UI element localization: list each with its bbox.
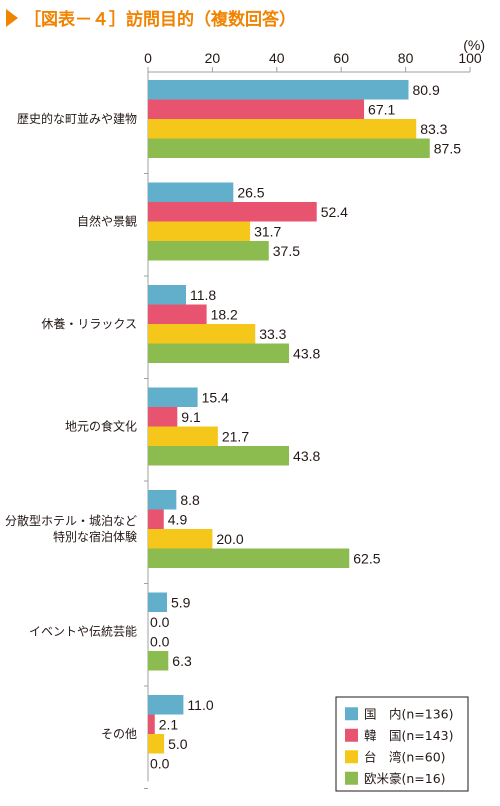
bar <box>148 734 165 754</box>
data-label: 6.3 <box>172 653 192 669</box>
axis-layer: 0 20 40 60 80 100 歴史的な町並みや建物自然や景観休養・リラックス地元の食文… <box>5 50 482 789</box>
category-label: 地元の食文化 <box>65 419 137 434</box>
bar <box>148 285 186 305</box>
data-label: 87.5 <box>434 140 461 156</box>
bar <box>148 446 290 466</box>
bar <box>148 714 155 734</box>
x-tick-label: 20 <box>205 50 221 66</box>
data-label: 33.3 <box>259 326 286 342</box>
data-label: 0.0 <box>150 633 170 649</box>
data-label: 15.4 <box>202 389 229 405</box>
bar <box>148 324 256 344</box>
bar <box>148 592 167 612</box>
category-label: 特別な宿泊体験 <box>53 529 137 544</box>
bar <box>148 241 269 261</box>
data-label: 62.5 <box>353 550 380 566</box>
data-label: 18.2 <box>211 306 238 322</box>
bar <box>148 426 218 446</box>
data-label: 31.7 <box>254 223 281 239</box>
legend-swatch <box>345 728 358 742</box>
data-label: 21.7 <box>222 428 249 444</box>
data-label: 2.1 <box>159 716 179 732</box>
category-label: 歴史的な町並みや建物 <box>17 111 137 126</box>
data-label: 0.0 <box>150 755 170 771</box>
bar <box>148 407 178 427</box>
x-tick-label: 0 <box>144 50 152 66</box>
data-label: 0.0 <box>150 614 170 630</box>
category-label: その他 <box>101 727 137 741</box>
data-label: 11.8 <box>190 287 216 303</box>
x-tick-label: 80 <box>398 50 414 66</box>
data-label: 67.1 <box>368 101 395 117</box>
x-tick-label: 40 <box>269 50 285 66</box>
bar <box>148 221 251 241</box>
category-label: 分散型ホテル・城泊など <box>5 513 137 528</box>
legend-swatch <box>345 707 358 721</box>
chart-title: ［図表－４］訪問目的（複数回答） <box>24 9 296 30</box>
bar <box>148 138 430 158</box>
data-label: 11.0 <box>187 697 213 713</box>
data-label: 4.9 <box>168 511 188 527</box>
unit-label: (%) <box>463 37 485 53</box>
bar <box>148 99 365 119</box>
legend-label: 欧米豪(n=16) <box>364 771 446 786</box>
bar <box>148 490 177 510</box>
title-triangle-icon <box>6 9 18 27</box>
bar <box>148 529 213 549</box>
bar <box>148 80 409 100</box>
data-label: 52.4 <box>321 204 348 220</box>
bar <box>148 548 350 568</box>
data-label: 5.9 <box>171 594 191 610</box>
bar <box>148 304 207 324</box>
legend-swatch <box>345 750 358 764</box>
legend-label: 国 内(n=136) <box>364 706 454 721</box>
data-label: 37.5 <box>273 243 300 259</box>
bar <box>148 387 198 407</box>
data-label: 5.0 <box>168 736 188 752</box>
data-label: 26.5 <box>237 184 264 200</box>
data-label: 43.8 <box>293 345 320 361</box>
bar <box>148 509 164 529</box>
legend-swatch <box>345 771 358 785</box>
x-tick-label: 100 <box>458 50 482 66</box>
legend: 国 内(n=136) 韓 国(n=143) 台 湾(n=60) 欧米豪(n=16) <box>335 696 469 792</box>
category-label: 自然や景観 <box>77 214 137 229</box>
data-label: 8.8 <box>180 492 200 508</box>
bars-layer: 80.9 67.1 83.3 87.5 26.5 52.4 31.7 37.5 11.8 18.2… <box>148 80 461 771</box>
data-label: 83.3 <box>420 121 447 137</box>
data-label: 9.1 <box>181 409 201 425</box>
category-label: イベントや伝統芸能 <box>29 625 137 639</box>
data-label: 43.8 <box>293 448 320 464</box>
data-label: 20.0 <box>216 531 243 547</box>
bar <box>148 202 317 222</box>
bar <box>148 695 184 715</box>
bar <box>148 651 169 671</box>
category-label: 休養・リラックス <box>41 316 137 331</box>
bar <box>148 182 234 202</box>
legend-label: 台 湾(n=60) <box>364 749 446 764</box>
bar <box>148 343 290 363</box>
data-label: 80.9 <box>412 82 439 98</box>
x-tick-label: 60 <box>333 50 349 66</box>
legend-label: 韓 国(n=143) <box>364 728 454 743</box>
bar <box>148 119 417 139</box>
